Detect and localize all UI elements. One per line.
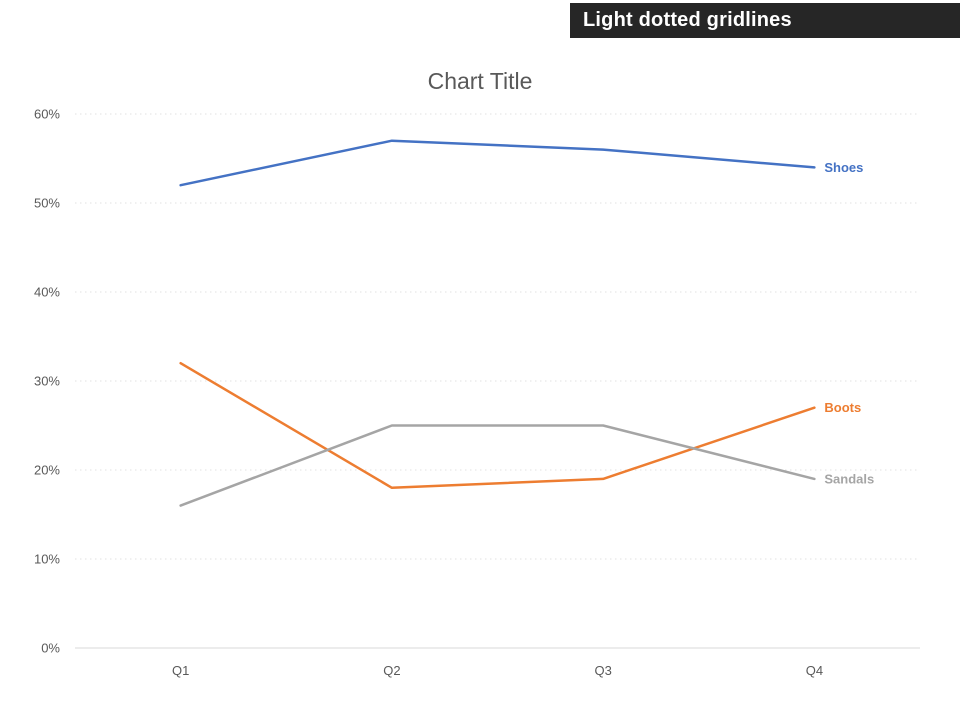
y-tick-label: 10%: [34, 552, 60, 567]
series-line-boots: [179, 361, 816, 490]
y-tick-label: 40%: [34, 285, 60, 300]
x-tick-label: Q2: [383, 663, 400, 678]
series-line-sandals: [179, 424, 816, 507]
y-tick-label: 20%: [34, 463, 60, 478]
series-label-boots: Boots: [824, 400, 861, 415]
y-tick-label: 60%: [34, 107, 60, 122]
series-label-shoes: Shoes: [824, 160, 863, 175]
chart-title: Chart Title: [427, 68, 533, 94]
series-line-shoes: [179, 139, 816, 187]
series-label-sandals: Sandals: [824, 471, 874, 486]
slide-caption-banner: Light dotted gridlines: [570, 3, 960, 38]
y-tick-label: 30%: [34, 374, 60, 389]
y-tick-label: 0%: [41, 641, 60, 656]
banner-label: Light dotted gridlines: [583, 9, 792, 31]
x-tick-label: Q3: [594, 663, 611, 678]
x-tick-label: Q4: [806, 663, 823, 678]
y-tick-label: 50%: [34, 196, 60, 211]
x-tick-label: Q1: [172, 663, 189, 678]
